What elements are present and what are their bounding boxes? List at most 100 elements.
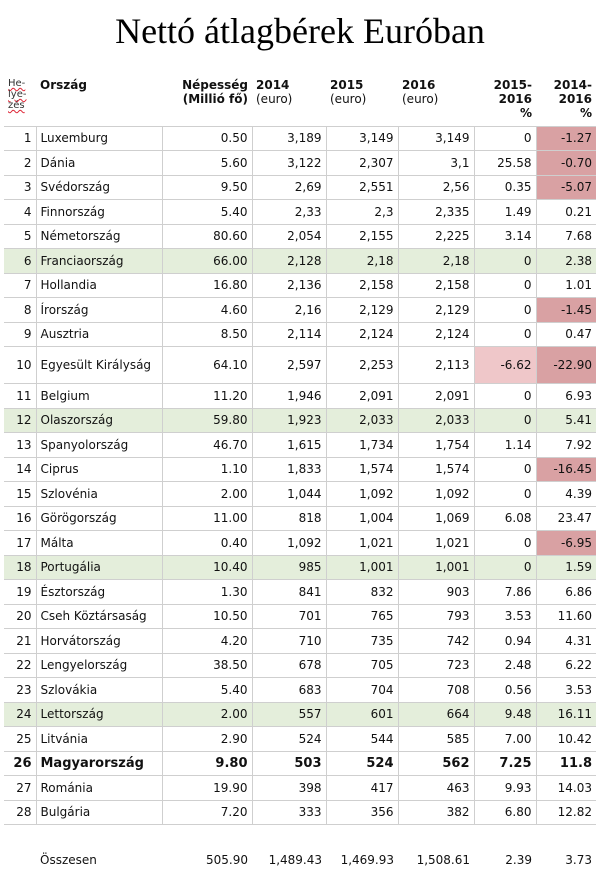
cell-2015: 1,092 (326, 482, 398, 507)
cell-rank: 5 (4, 224, 36, 249)
cell-population: 5.60 (162, 151, 252, 176)
table-footer: Összesen 505.90 1,489.43 1,469.93 1,508.… (4, 825, 596, 873)
cell-rank: 25 (4, 727, 36, 752)
cell-population: 2.00 (162, 482, 252, 507)
cell-2015: 704 (326, 678, 398, 703)
cell-rank: 16 (4, 506, 36, 531)
cell-change-2015-2016: 0 (474, 126, 536, 151)
cell-2014: 3,189 (252, 126, 326, 151)
cell-country: Cseh Köztársaság (36, 604, 162, 629)
cell-2015: 765 (326, 604, 398, 629)
cell-rank: 13 (4, 433, 36, 458)
cell-2015: 705 (326, 653, 398, 678)
cell-2015: 2,155 (326, 224, 398, 249)
cell-rank: 9 (4, 322, 36, 347)
header-change-2014-2016-label: 2014-2016 (554, 78, 592, 106)
cell-rank: 6 (4, 249, 36, 274)
cell-population: 4.20 (162, 629, 252, 654)
header-2015-label: 2015 (330, 78, 363, 92)
cell-2016: 723 (398, 653, 474, 678)
cell-2016: 1,092 (398, 482, 474, 507)
cell-2014: 2,33 (252, 200, 326, 225)
cell-2014: 503 (252, 751, 326, 776)
cell-2014: 2,597 (252, 347, 326, 384)
cell-change-2015-2016: 0.35 (474, 175, 536, 200)
cell-population: 1.30 (162, 580, 252, 605)
cell-2015: 1,574 (326, 457, 398, 482)
cell-population: 0.50 (162, 126, 252, 151)
cell-change-2014-2016: 0.47 (536, 322, 596, 347)
cell-change-2015-2016: 2.48 (474, 653, 536, 678)
cell-population: 1.10 (162, 457, 252, 482)
cell-change-2015-2016: 0 (474, 531, 536, 556)
cell-country: Lengyelország (36, 653, 162, 678)
cell-change-2015-2016: 0 (474, 249, 536, 274)
cell-population: 64.10 (162, 347, 252, 384)
cell-2015: 3,149 (326, 126, 398, 151)
cell-change-2015-2016: 3.53 (474, 604, 536, 629)
cell-change-2015-2016: 0 (474, 384, 536, 409)
cell-population: 8.50 (162, 322, 252, 347)
cell-rank: 8 (4, 298, 36, 323)
cell-change-2014-2016: -16.45 (536, 457, 596, 482)
cell-change-2015-2016: 0.94 (474, 629, 536, 654)
cell-2016: 742 (398, 629, 474, 654)
cell-population: 5.40 (162, 200, 252, 225)
cell-change-2015-2016: 0 (474, 322, 536, 347)
cell-2016: 1,069 (398, 506, 474, 531)
cell-rank: 7 (4, 273, 36, 298)
cell-country: Horvátország (36, 629, 162, 654)
cell-2016: 3,149 (398, 126, 474, 151)
cell-2016: 2,56 (398, 175, 474, 200)
cell-change-2014-2016: -22.90 (536, 347, 596, 384)
header-2016-unit: (euro) (402, 92, 438, 106)
cell-2016: 2,129 (398, 298, 474, 323)
cell-change-2014-2016: -0.70 (536, 151, 596, 176)
cell-change-2014-2016: 12.82 (536, 800, 596, 825)
cell-population: 38.50 (162, 653, 252, 678)
cell-2014: 818 (252, 506, 326, 531)
cell-change-2014-2016: 6.93 (536, 384, 596, 409)
cell-change-2014-2016: 16.11 (536, 702, 596, 727)
cell-country: Olaszország (36, 408, 162, 433)
cell-2016: 708 (398, 678, 474, 703)
cell-2014: 841 (252, 580, 326, 605)
cell-population: 11.20 (162, 384, 252, 409)
cell-change-2015-2016: 0 (474, 482, 536, 507)
cell-2016: 562 (398, 751, 474, 776)
total-change-2015-2016: 2.39 (474, 847, 536, 873)
cell-population: 10.40 (162, 555, 252, 580)
header-change-2014-2016-pct: % (580, 106, 592, 120)
cell-2016: 2,18 (398, 249, 474, 274)
cell-country: Belgium (36, 384, 162, 409)
cell-2015: 1,021 (326, 531, 398, 556)
cell-2014: 1,092 (252, 531, 326, 556)
spacer-row (4, 825, 596, 848)
cell-population: 59.80 (162, 408, 252, 433)
header-rank: He-lye-zés (4, 76, 36, 126)
cell-population: 46.70 (162, 433, 252, 458)
cell-country: Németország (36, 224, 162, 249)
total-label: Összesen (36, 847, 162, 873)
cell-country: Ausztria (36, 322, 162, 347)
cell-rank: 17 (4, 531, 36, 556)
cell-change-2015-2016: 0.56 (474, 678, 536, 703)
cell-2015: 2,033 (326, 408, 398, 433)
cell-population: 4.60 (162, 298, 252, 323)
cell-change-2014-2016: 11.60 (536, 604, 596, 629)
cell-2015: 2,124 (326, 322, 398, 347)
cell-rank: 4 (4, 200, 36, 225)
cell-country: Hollandia (36, 273, 162, 298)
cell-2015: 832 (326, 580, 398, 605)
header-2016-label: 2016 (402, 78, 435, 92)
header-population-label: Népesség (182, 78, 248, 92)
cell-2014: 985 (252, 555, 326, 580)
